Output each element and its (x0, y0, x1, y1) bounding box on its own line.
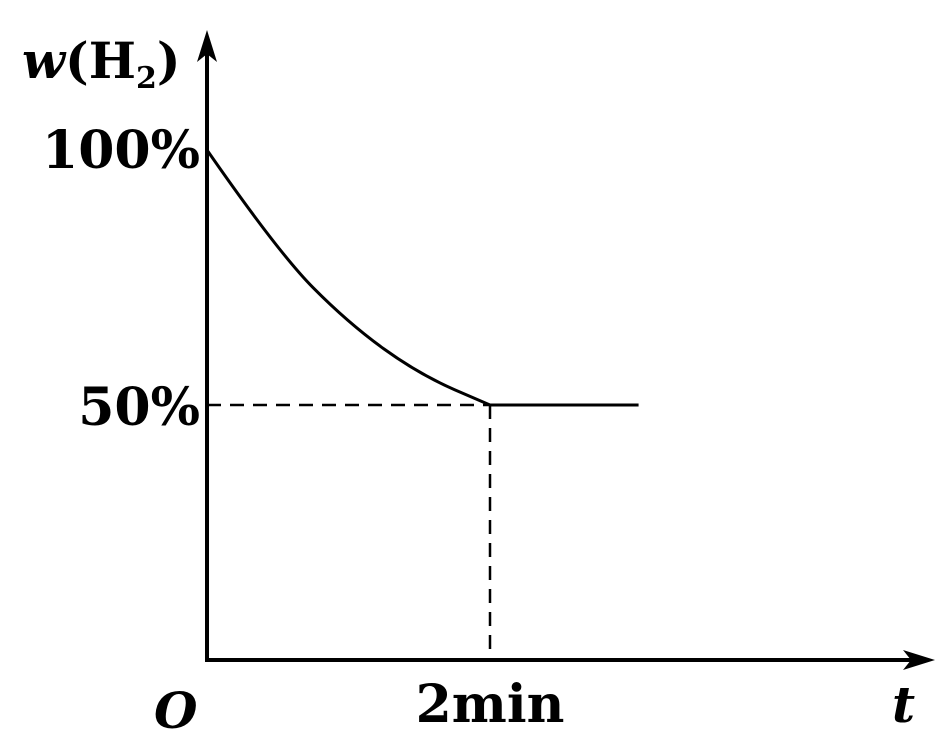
y-tick-label-100: 100% (42, 120, 200, 181)
y-axis-species: H (89, 31, 136, 90)
series-line (205, 149, 639, 407)
y-axis-symbol: w (22, 31, 67, 90)
origin-label: O (154, 681, 198, 740)
x-axis-title: t (892, 675, 915, 734)
y-axis-arrow (197, 30, 217, 62)
x-axis-arrow (903, 650, 935, 670)
y-axis-title: w(H2) (22, 31, 181, 96)
y-tick-label-50: 50% (78, 377, 200, 438)
x-tick-label-2min: 2min (416, 674, 565, 735)
y-axis-open-paren: ( (65, 31, 89, 90)
y-axis-subscript: 2 (136, 61, 157, 96)
y-axis-close-paren: ) (157, 31, 181, 90)
